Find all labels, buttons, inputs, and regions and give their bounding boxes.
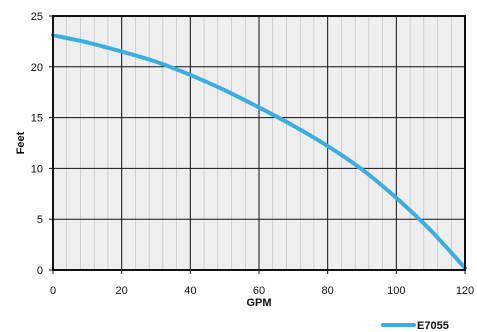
legend: E7055	[381, 320, 449, 332]
x-tick-label: 120	[456, 285, 474, 297]
y-tick-label: 0	[37, 265, 43, 277]
series-line-e7055	[51, 33, 467, 270]
x-tick-label: 40	[184, 285, 196, 297]
x-tick-label: 20	[116, 285, 128, 297]
x-axis-ticks: 0 20 40 60 80 100 120	[50, 270, 474, 297]
x-axis-title: GPM	[246, 297, 271, 309]
legend-label-e7055: E7055	[417, 320, 449, 332]
x-tick-label: 60	[253, 285, 265, 297]
y-axis-title: Feet	[15, 131, 27, 154]
y-tick-label: 5	[37, 214, 43, 226]
y-tick-label: 10	[31, 163, 43, 175]
grid	[53, 16, 465, 270]
y-tick-label: 20	[31, 62, 43, 74]
x-tick-label: 0	[50, 285, 56, 297]
series-layer	[51, 33, 467, 270]
y-axis-ticks: 0 5 10 15 20 25	[31, 11, 53, 277]
x-tick-label: 100	[387, 285, 405, 297]
x-tick-label: 80	[322, 285, 334, 297]
y-tick-label: 15	[31, 113, 43, 125]
y-tick-label: 25	[31, 11, 43, 23]
